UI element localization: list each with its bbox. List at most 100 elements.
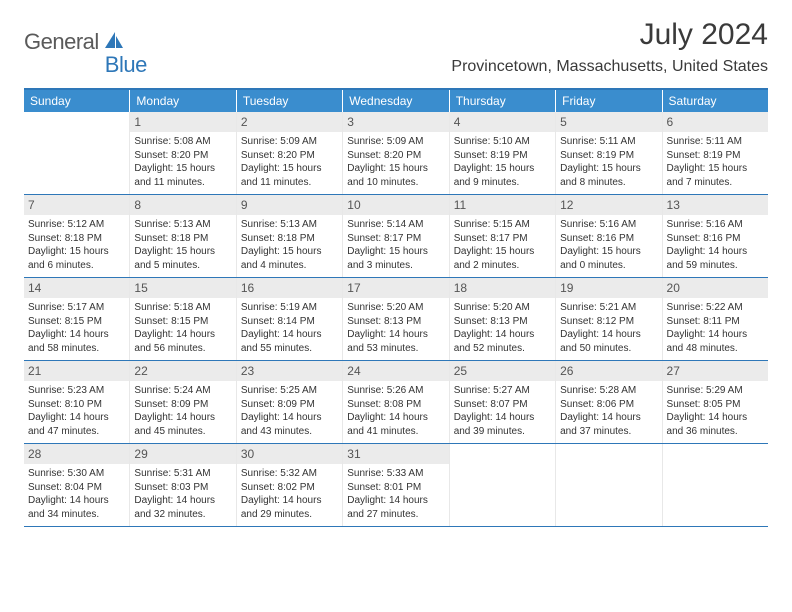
weekday-header: Tuesday <box>237 90 343 112</box>
sunrise-line: Sunrise: 5:33 AM <box>347 467 444 481</box>
day-number: 14 <box>24 278 129 298</box>
day-number: 9 <box>237 195 342 215</box>
sunrise-line: Sunrise: 5:17 AM <box>28 301 125 315</box>
daylight-line: Daylight: 14 hours and 34 minutes. <box>28 494 125 521</box>
day-cell: 10Sunrise: 5:14 AMSunset: 8:17 PMDayligh… <box>343 195 449 277</box>
day-number: 31 <box>343 444 448 464</box>
day-number: 26 <box>556 361 661 381</box>
day-cell: 14Sunrise: 5:17 AMSunset: 8:15 PMDayligh… <box>24 278 130 360</box>
sunset-line: Sunset: 8:20 PM <box>347 149 444 163</box>
day-cell: 8Sunrise: 5:13 AMSunset: 8:18 PMDaylight… <box>130 195 236 277</box>
day-number: 7 <box>24 195 129 215</box>
sunrise-line: Sunrise: 5:20 AM <box>454 301 551 315</box>
day-cell: 27 Sunrise: 5:29 AMSunset: 8:05 PMDayligh… <box>663 361 768 443</box>
daylight-line: Daylight: 15 hours and 6 minutes. <box>28 245 125 272</box>
day-number: 19 <box>556 278 661 298</box>
sunrise-line: Sunrise: 5:31 AM <box>134 467 231 481</box>
daylight-line: Daylight: 14 hours and 39 minutes. <box>454 411 551 438</box>
day-number: 28 <box>24 444 129 464</box>
sunrise-line: Sunrise: 5:18 AM <box>134 301 231 315</box>
day-cell-empty <box>24 112 130 194</box>
weekday-header: Saturday <box>663 90 768 112</box>
day-number: 24 <box>343 361 448 381</box>
day-cell: 16Sunrise: 5:19 AMSunset: 8:14 PMDayligh… <box>237 278 343 360</box>
sunset-line: Sunset: 8:17 PM <box>347 232 444 246</box>
day-cell: 15Sunrise: 5:18 AMSunset: 8:15 PMDayligh… <box>130 278 236 360</box>
daylight-line: Daylight: 15 hours and 3 minutes. <box>347 245 444 272</box>
sunrise-line: Sunrise: 5:13 AM <box>241 218 338 232</box>
day-cell: 9Sunrise: 5:13 AMSunset: 8:18 PMDaylight… <box>237 195 343 277</box>
sunrise-line: Sunrise: 5:12 AM <box>28 218 125 232</box>
sunset-line: Sunset: 8:09 PM <box>134 398 231 412</box>
daylight-line: Daylight: 15 hours and 8 minutes. <box>560 162 657 189</box>
day-cell: 2Sunrise: 5:09 AMSunset: 8:20 PMDaylight… <box>237 112 343 194</box>
day-number: 25 <box>450 361 555 381</box>
daylight-line: Daylight: 14 hours and 41 minutes. <box>347 411 444 438</box>
day-number: 4 <box>450 112 555 132</box>
sunset-line: Sunset: 8:04 PM <box>28 481 125 495</box>
day-number: 18 <box>450 278 555 298</box>
sunset-line: Sunset: 8:20 PM <box>134 149 231 163</box>
sunrise-line: Sunrise: 5:23 AM <box>28 384 125 398</box>
day-cell: 24Sunrise: 5:26 AMSunset: 8:08 PMDayligh… <box>343 361 449 443</box>
sunset-line: Sunset: 8:18 PM <box>28 232 125 246</box>
sunrise-line: Sunrise: 5:27 AM <box>454 384 551 398</box>
day-cell: 17Sunrise: 5:20 AMSunset: 8:13 PMDayligh… <box>343 278 449 360</box>
daylight-line: Daylight: 14 hours and 29 minutes. <box>241 494 338 521</box>
day-cell: 22Sunrise: 5:24 AMSunset: 8:09 PMDayligh… <box>130 361 236 443</box>
sunset-line: Sunset: 8:12 PM <box>560 315 657 329</box>
day-cell: 6Sunrise: 5:11 AMSunset: 8:19 PMDaylight… <box>663 112 768 194</box>
day-cell-empty <box>556 444 662 526</box>
sunset-line: Sunset: 8:05 PM <box>667 398 764 412</box>
sunrise-line: Sunrise: 5:19 AM <box>241 301 338 315</box>
sunset-line: Sunset: 8:06 PM <box>560 398 657 412</box>
day-number: 6 <box>663 112 768 132</box>
daylight-line: Daylight: 15 hours and 0 minutes. <box>560 245 657 272</box>
day-number: 30 <box>237 444 342 464</box>
location: Provincetown, Massachusetts, United Stat… <box>451 58 768 76</box>
day-number: 22 <box>130 361 235 381</box>
sunrise-line: Sunrise: 5:29 AM <box>667 384 764 398</box>
day-number: 5 <box>556 112 661 132</box>
day-number: 12 <box>556 195 661 215</box>
sunrise-line: Sunrise: 5:30 AM <box>28 467 125 481</box>
sunrise-line: Sunrise: 5:11 AM <box>667 135 764 149</box>
day-number: 27 <box>663 361 768 381</box>
daylight-line: Daylight: 14 hours and 32 minutes. <box>134 494 231 521</box>
sunrise-line: Sunrise: 5:24 AM <box>134 384 231 398</box>
sunset-line: Sunset: 8:19 PM <box>454 149 551 163</box>
daylight-line: Daylight: 14 hours and 47 minutes. <box>28 411 125 438</box>
sunset-line: Sunset: 8:17 PM <box>454 232 551 246</box>
day-number: 16 <box>237 278 342 298</box>
daylight-line: Daylight: 14 hours and 36 minutes. <box>667 411 764 438</box>
sunset-line: Sunset: 8:08 PM <box>347 398 444 412</box>
day-number: 3 <box>343 112 448 132</box>
daylight-line: Daylight: 14 hours and 59 minutes. <box>667 245 764 272</box>
sunset-line: Sunset: 8:10 PM <box>28 398 125 412</box>
day-number: 10 <box>343 195 448 215</box>
sunset-line: Sunset: 8:16 PM <box>560 232 657 246</box>
logo-text-general: General <box>24 29 99 55</box>
sunrise-line: Sunrise: 5:20 AM <box>347 301 444 315</box>
week-row: 21Sunrise: 5:23 AMSunset: 8:10 PMDayligh… <box>24 361 768 444</box>
daylight-line: Daylight: 14 hours and 53 minutes. <box>347 328 444 355</box>
sunrise-line: Sunrise: 5:15 AM <box>454 218 551 232</box>
day-cell: 20Sunrise: 5:22 AMSunset: 8:11 PMDayligh… <box>663 278 768 360</box>
sunrise-line: Sunrise: 5:11 AM <box>560 135 657 149</box>
week-row: 28Sunrise: 5:30 AMSunset: 8:04 PMDayligh… <box>24 444 768 527</box>
day-number: 13 <box>663 195 768 215</box>
day-cell: 28 Sunrise: 5:30 AMSunset: 8:04 PMDayligh… <box>24 444 130 526</box>
day-cell: 3Sunrise: 5:09 AMSunset: 8:20 PMDaylight… <box>343 112 449 194</box>
sunset-line: Sunset: 8:13 PM <box>454 315 551 329</box>
sunset-line: Sunset: 8:01 PM <box>347 481 444 495</box>
day-cell-empty <box>450 444 556 526</box>
daylight-line: Daylight: 15 hours and 2 minutes. <box>454 245 551 272</box>
calendar: SundayMondayTuesdayWednesdayThursdayFrid… <box>24 88 768 527</box>
day-cell: 31Sunrise: 5:33 AMSunset: 8:01 PMDayligh… <box>343 444 449 526</box>
weekday-header: Thursday <box>450 90 556 112</box>
day-number: 2 <box>237 112 342 132</box>
daylight-line: Daylight: 15 hours and 4 minutes. <box>241 245 338 272</box>
sunset-line: Sunset: 8:02 PM <box>241 481 338 495</box>
day-cell: 4Sunrise: 5:10 AMSunset: 8:19 PMDaylight… <box>450 112 556 194</box>
day-number: 20 <box>663 278 768 298</box>
